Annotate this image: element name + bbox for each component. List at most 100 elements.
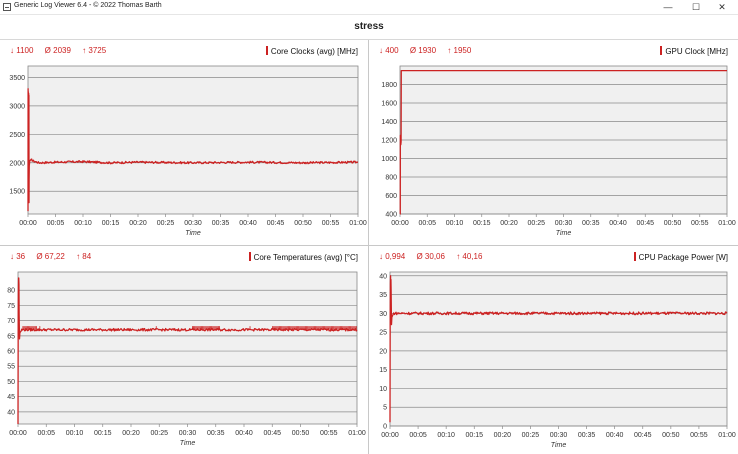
x-tick-label: 00:20 [494,432,512,439]
x-tick-label: 01:00 [348,430,366,437]
y-tick-label: 80 [7,288,15,295]
x-tick-label: 00:40 [239,220,257,227]
legend-swatch [633,252,636,261]
plot-area [389,271,728,427]
x-tick-label: 00:45 [636,220,654,227]
x-tick-label: 00:40 [609,220,627,227]
x-tick-label: 00:45 [634,432,652,439]
y-tick-label: 2500 [9,132,25,139]
minimize-button[interactable]: — [663,2,673,12]
chart-title: Core Clocks (avg) [MHz] [265,46,358,56]
core-temperatures-chart: 40 45 50 55 60 65 70 75 80 00:00 00:05 00:10 00:15 00… [7,271,366,447]
x-tick-label: 00:15 [94,430,112,437]
x-tick-label: 00:05 [418,220,436,227]
x-tick-label: 00:55 [320,430,338,437]
stat-avg: Ø 2039 [44,46,71,55]
stat-min: ↓ 0,994 [379,252,406,261]
x-tick-label: 00:30 [184,220,202,227]
x-tick-label: 00:35 [212,220,230,227]
stat-max: ↑ 1950 [447,46,472,55]
chart-title-text: Core Clocks (avg) [MHz] [270,47,358,56]
x-axis-label: Time [185,230,201,237]
x-tick-label: 00:00 [19,220,37,227]
y-tick-label: 1000 [381,156,397,163]
chart-panel-cpu-package-power: ↓ 0,994 Ø 30,06 ↑ 40,16 CPU Package Powe… [369,246,738,454]
x-tick-label: 00:25 [522,432,540,439]
stat-max: ↑ 3725 [82,46,107,55]
x-tick-label: 00:35 [207,430,225,437]
x-tick-label: 00:05 [47,220,65,227]
chart-stats: ↓ 1100 Ø 2039 ↑ 3725 [10,46,115,55]
y-tick-label: 3500 [9,75,25,82]
chart-panel-core-clocks: ↓ 1100 Ø 2039 ↑ 3725 Core Clocks (avg) [… [0,40,368,245]
x-tick-label: 00:00 [391,220,409,227]
y-tick-label: 1500 [9,189,25,196]
series-line [389,275,728,423]
chart-stats: ↓ 36 Ø 67,22 ↑ 84 [10,252,100,261]
x-tick-label: 00:15 [473,220,491,227]
x-tick-label: 01:00 [718,432,736,439]
x-tick-label: 00:05 [37,430,55,437]
x-tick-label: 00:20 [122,430,140,437]
y-tick-label: 70 [7,318,15,325]
window-titlebar: Generic Log Viewer 6.4 - © 2022 Thomas B… [0,0,738,15]
gpu-clock-chart: 400 600 800 1000 1200 1400 1600 1800 00:00 00:05 0… [381,65,736,237]
y-tick-label: 800 [385,175,397,182]
window-title: Generic Log Viewer 6.4 - © 2022 Thomas B… [14,2,162,9]
x-tick-label: 00:25 [527,220,545,227]
x-axis-label: Time [556,230,572,237]
x-tick-label: 00:30 [179,430,197,437]
stat-min: ↓ 36 [10,252,26,261]
chart-title: CPU Package Power [W] [633,252,728,262]
y-tick-label: 60 [7,349,15,356]
plot-area [17,271,358,425]
x-tick-label: 00:00 [381,432,399,439]
x-tick-label: 00:15 [465,432,483,439]
x-tick-label: 00:10 [446,220,464,227]
header-bar: stress [0,15,738,40]
x-tick-label: 00:40 [606,432,624,439]
close-button[interactable]: ✕ [718,2,726,12]
x-tick-label: 00:30 [555,220,573,227]
x-tick-label: 00:35 [578,432,596,439]
y-tick-label: 30 [379,311,387,318]
stat-max: ↑ 40,16 [456,252,483,261]
stat-max: ↑ 84 [76,252,92,261]
chart-title-text: Core Temperatures (avg) [°C] [253,253,358,262]
series-line [399,69,727,215]
stat-avg: Ø 67,22 [36,252,65,261]
x-tick-label: 00:50 [294,220,312,227]
x-tick-label: 00:50 [664,220,682,227]
y-tick-label: 45 [7,394,15,401]
y-tick-label: 50 [7,379,15,386]
x-tick-label: 00:05 [409,432,427,439]
x-tick-label: 00:55 [690,432,708,439]
panel-divider-vertical [368,40,369,454]
chart-title-text: CPU Package Power [W] [638,253,728,262]
x-tick-label: 00:30 [550,432,568,439]
x-axis-label: Time [180,440,196,447]
x-tick-label: 00:10 [437,432,455,439]
maximize-button[interactable]: ☐ [691,2,701,12]
x-tick-label: 00:45 [267,220,285,227]
x-tick-label: 00:55 [691,220,709,227]
panel-divider-horizontal [0,245,738,246]
y-tick-label: 3000 [9,103,25,110]
x-tick-label: 00:00 [9,430,27,437]
y-tick-label: 40 [7,409,15,416]
x-tick-label: 00:40 [235,430,253,437]
legend-swatch [265,46,268,55]
x-tick-label: 00:35 [582,220,600,227]
y-tick-label: 2000 [9,160,25,167]
x-tick-label: 01:00 [349,220,367,227]
x-axis-label: Time [551,442,567,449]
x-tick-label: 00:45 [263,430,281,437]
legend-swatch [248,252,251,261]
x-tick-label: 00:50 [292,430,310,437]
y-tick-label: 0 [383,424,387,431]
y-tick-label: 25 [379,330,387,337]
x-tick-label: 00:55 [322,220,340,227]
y-tick-label: 1600 [381,101,397,108]
x-tick-label: 00:10 [74,220,92,227]
chart-panel-core-temperatures: ↓ 36 Ø 67,22 ↑ 84 Core Temperatures (avg… [0,246,368,454]
